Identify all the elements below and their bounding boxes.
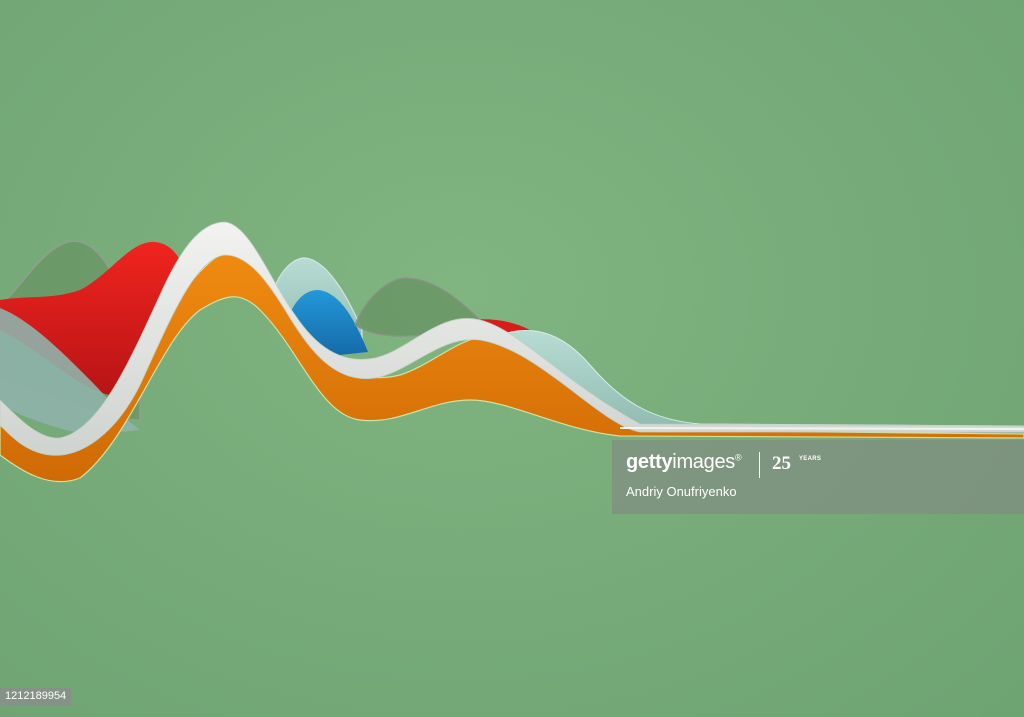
brand-bold-text: getty xyxy=(626,451,673,473)
anniversary-number: 25 xyxy=(772,453,791,474)
getty-watermark: gettyimages® 25 YEARS Andriy Onufriyenko xyxy=(612,440,1024,514)
watermark-divider xyxy=(759,452,760,478)
photographer-credit: Andriy Onufriyenko xyxy=(626,484,737,499)
image-id-label: 1212189954 xyxy=(0,688,72,705)
horizon-thread xyxy=(619,427,1024,430)
registered-mark: ® xyxy=(734,452,742,463)
anniversary-label: YEARS xyxy=(799,456,822,462)
brand-light-text: images xyxy=(672,451,735,473)
white-ribbon xyxy=(0,221,1024,456)
gettyimages-logo: gettyimages® xyxy=(626,451,742,474)
